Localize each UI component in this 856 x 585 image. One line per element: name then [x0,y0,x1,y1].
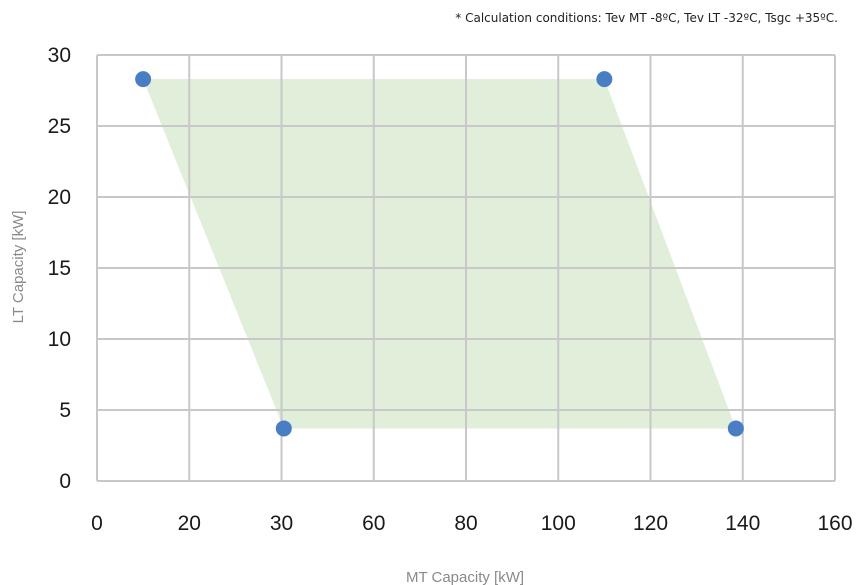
y-tick-label-4: 20 [48,186,71,209]
y-axis-title: LT Capacity [kW] [10,211,27,324]
y-tick-label-6: 30 [48,44,71,67]
x-axis-title: MT Capacity [kW] [406,569,524,585]
data-point-1 [596,71,613,88]
x-tick-label-5: 100 [541,512,576,535]
y-axis-ticks: 0 5 10 15 20 25 30 [48,44,71,493]
x-tick-label-1: 20 [178,512,201,535]
operating-region [143,79,736,429]
x-axis-ticks: 0 20 30 60 80 100 120 140 160 [91,512,852,535]
x-tick-label-2: 30 [270,512,293,535]
y-tick-label-2: 10 [48,328,71,351]
data-point-0 [135,71,152,88]
data-points [135,71,744,437]
grid-lines [96,54,836,482]
calculation-note: * Calculation conditions: Tev MT -8ºC, T… [455,11,838,25]
y-tick-label-1: 5 [59,399,71,422]
x-tick-label-4: 80 [454,512,477,535]
y-tick-label-0: 0 [59,470,71,493]
x-tick-label-6: 120 [633,512,668,535]
x-tick-label-7: 140 [725,512,760,535]
x-tick-label-0: 0 [91,512,103,535]
y-tick-label-5: 25 [48,115,71,138]
data-point-2 [275,420,292,437]
data-point-3 [727,420,744,437]
x-tick-label-8: 160 [817,512,852,535]
x-tick-label-3: 60 [362,512,385,535]
y-tick-label-3: 15 [48,257,71,280]
